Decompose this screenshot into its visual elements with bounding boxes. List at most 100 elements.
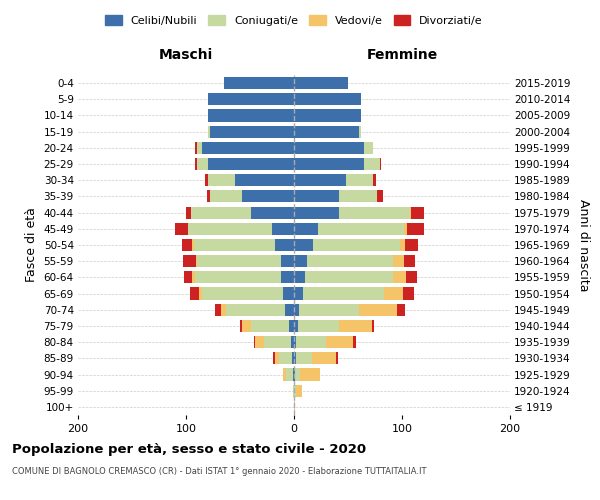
Bar <box>359 126 361 138</box>
Bar <box>298 320 340 332</box>
Bar <box>224 77 294 89</box>
Bar <box>286 304 294 316</box>
Bar <box>294 336 296 348</box>
Y-axis label: Anni di nascita: Anni di nascita <box>577 198 590 291</box>
Bar <box>283 368 286 380</box>
Bar <box>359 304 397 316</box>
Bar <box>296 336 326 348</box>
Bar <box>380 158 382 170</box>
Bar <box>373 174 376 186</box>
Bar <box>175 222 188 235</box>
Bar <box>326 336 353 348</box>
Bar <box>294 401 295 413</box>
Text: Maschi: Maschi <box>159 48 213 62</box>
Bar <box>294 272 305 283</box>
Bar <box>364 142 373 154</box>
Bar <box>281 255 294 268</box>
Bar <box>197 158 208 170</box>
Bar <box>292 352 294 364</box>
Bar <box>194 239 275 251</box>
Bar <box>364 158 380 170</box>
Bar <box>206 190 210 202</box>
Bar <box>194 158 197 170</box>
Bar <box>346 174 373 186</box>
Bar <box>313 239 400 251</box>
Bar <box>275 239 294 251</box>
Bar <box>275 352 279 364</box>
Bar <box>242 190 294 202</box>
Bar <box>294 142 364 154</box>
Bar <box>294 126 359 138</box>
Bar <box>202 288 283 300</box>
Bar <box>235 174 294 186</box>
Bar <box>264 336 291 348</box>
Bar <box>403 288 414 300</box>
Bar <box>274 352 275 364</box>
Bar <box>293 368 294 380</box>
Bar <box>294 352 296 364</box>
Bar <box>240 320 242 332</box>
Bar <box>404 255 415 268</box>
Bar <box>406 272 417 283</box>
Bar <box>301 368 320 380</box>
Bar <box>291 336 294 348</box>
Bar <box>340 320 372 332</box>
Bar <box>394 272 406 283</box>
Bar <box>294 77 348 89</box>
Bar <box>193 272 194 283</box>
Bar <box>294 222 318 235</box>
Bar <box>182 239 193 251</box>
Bar <box>286 368 293 380</box>
Bar <box>313 352 336 364</box>
Bar <box>190 288 199 300</box>
Bar <box>340 190 377 202</box>
Bar <box>215 304 221 316</box>
Bar <box>294 93 361 106</box>
Bar <box>289 320 294 332</box>
Bar <box>208 110 294 122</box>
Bar <box>305 272 394 283</box>
Bar <box>307 255 394 268</box>
Bar <box>372 320 374 332</box>
Bar <box>194 142 197 154</box>
Bar <box>353 336 356 348</box>
Bar <box>295 368 301 380</box>
Y-axis label: Fasce di età: Fasce di età <box>25 208 38 282</box>
Bar <box>196 255 197 268</box>
Bar <box>191 206 251 218</box>
Bar <box>208 93 294 106</box>
Bar <box>272 222 294 235</box>
Bar <box>294 239 313 251</box>
Bar <box>210 190 242 202</box>
Bar <box>197 142 202 154</box>
Text: Femmine: Femmine <box>367 48 437 62</box>
Bar <box>210 126 294 138</box>
Bar <box>294 110 361 122</box>
Bar <box>208 158 294 170</box>
Bar <box>294 384 296 397</box>
Bar <box>254 336 255 348</box>
Bar <box>296 384 302 397</box>
Bar <box>394 255 404 268</box>
Bar <box>340 206 410 218</box>
Bar <box>294 288 302 300</box>
Bar <box>208 174 235 186</box>
Bar <box>294 320 298 332</box>
Bar <box>294 255 307 268</box>
Bar <box>404 222 407 235</box>
Bar <box>336 352 338 364</box>
Bar <box>202 142 294 154</box>
Bar <box>199 288 202 300</box>
Bar <box>377 190 383 202</box>
Bar <box>293 384 294 397</box>
Bar <box>318 222 404 235</box>
Bar <box>294 206 340 218</box>
Bar <box>299 304 359 316</box>
Bar <box>194 272 281 283</box>
Bar <box>242 320 251 332</box>
Bar <box>283 288 294 300</box>
Bar <box>294 158 364 170</box>
Text: COMUNE DI BAGNOLO CREMASCO (CR) - Dati ISTAT 1° gennaio 2020 - Elaborazione TUTT: COMUNE DI BAGNOLO CREMASCO (CR) - Dati I… <box>12 468 427 476</box>
Bar <box>410 206 424 218</box>
Bar <box>279 352 292 364</box>
